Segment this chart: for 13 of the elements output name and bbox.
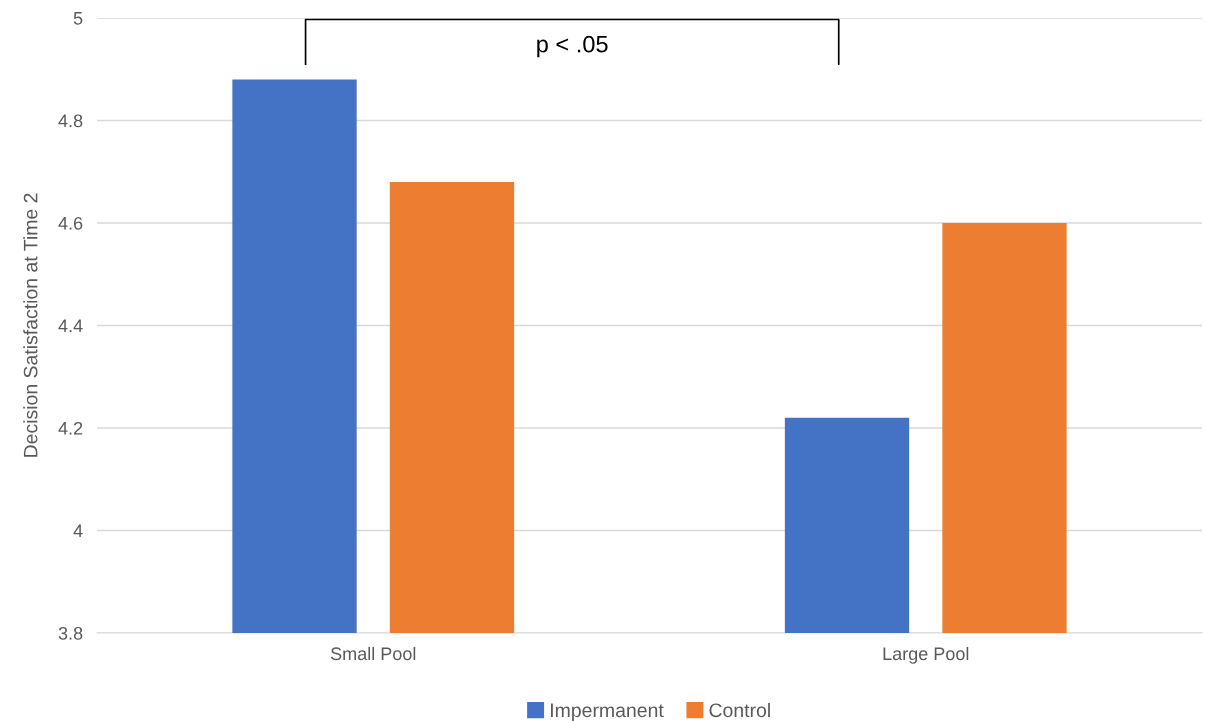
y-tick-label: 3.8 — [58, 626, 83, 640]
y-tick-label: 4.6 — [58, 216, 83, 230]
y-tick-label: 4.2 — [58, 421, 83, 435]
y-tick-label: 4.4 — [58, 319, 83, 333]
x-tick-label: Small Pool — [330, 646, 416, 661]
y-tick-label: 4 — [73, 524, 83, 538]
legend-label: Control — [709, 702, 770, 718]
annotation: p < .05 — [537, 35, 608, 58]
x-tick-label: Large Pool — [883, 646, 969, 664]
y-tick-label: 4.8 — [58, 114, 83, 128]
legend-label: Impermanent — [551, 703, 664, 721]
y-tick-label: 5 — [73, 12, 83, 25]
y-axis-title: Decision Satisfaction at Time 2 — [23, 193, 38, 457]
